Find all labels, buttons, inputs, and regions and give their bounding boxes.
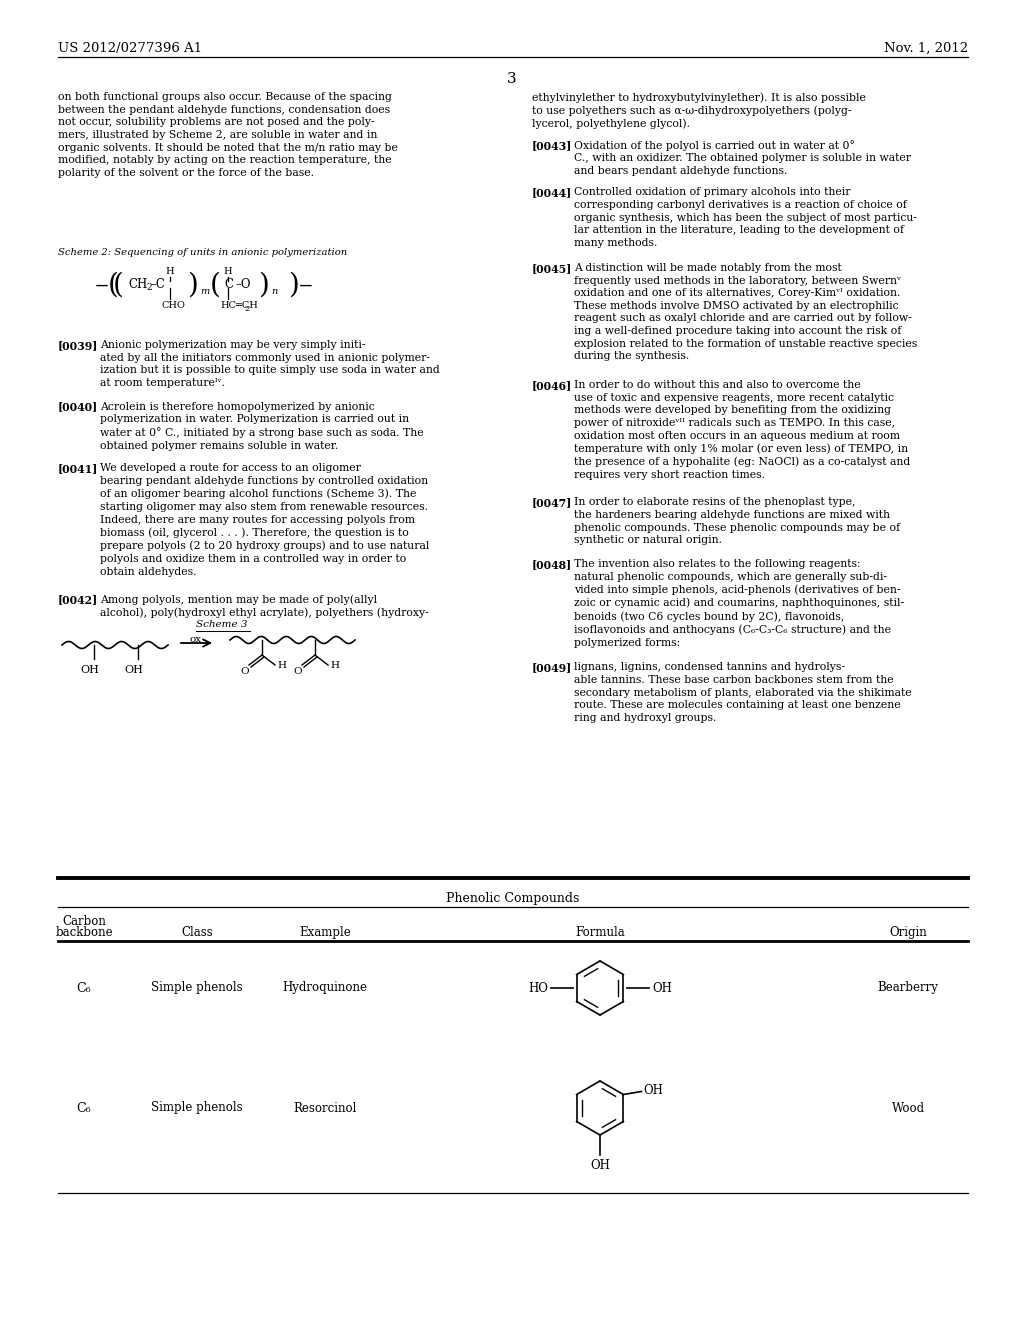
- Text: OH: OH: [643, 1084, 664, 1097]
- Text: (: (: [210, 272, 221, 298]
- Text: H: H: [166, 268, 174, 276]
- Text: [0043]: [0043]: [532, 140, 572, 150]
- Text: Class: Class: [181, 927, 213, 939]
- Text: HC═CH: HC═CH: [220, 301, 258, 310]
- Text: ox: ox: [189, 635, 202, 644]
- Text: Formula: Formula: [575, 927, 625, 939]
- Text: Scheme 2: Sequencing of units in anionic polymerization: Scheme 2: Sequencing of units in anionic…: [58, 248, 347, 257]
- Text: C₆: C₆: [77, 1101, 91, 1114]
- Text: Wood: Wood: [892, 1101, 925, 1114]
- Text: Simple phenols: Simple phenols: [152, 982, 243, 994]
- Text: A distinction will be made notably from the most
frequently used methods in the : A distinction will be made notably from …: [574, 263, 918, 362]
- Text: H: H: [330, 660, 339, 669]
- Text: Example: Example: [299, 927, 351, 939]
- Text: O: O: [294, 667, 302, 676]
- Text: [0049]: [0049]: [532, 663, 572, 673]
- Text: [0040]: [0040]: [58, 401, 98, 413]
- Text: OH: OH: [125, 665, 143, 675]
- Text: Among polyols, mention may be made of poly(allyl
alcohol), poly(hydroxyl ethyl a: Among polyols, mention may be made of po…: [100, 594, 429, 618]
- Text: Phenolic Compounds: Phenolic Compounds: [446, 892, 580, 906]
- Text: Oxidation of the polyol is carried out in water at 0°
C., with an oxidizer. The : Oxidation of the polyol is carried out i…: [574, 140, 911, 176]
- Text: Anionic polymerization may be very simply initi-
ated by all the initiators comm: Anionic polymerization may be very simpl…: [100, 341, 439, 388]
- Text: n: n: [271, 288, 278, 297]
- Text: [0042]: [0042]: [58, 594, 98, 606]
- Text: CHO: CHO: [162, 301, 186, 310]
- Text: [0048]: [0048]: [532, 558, 572, 570]
- Text: [0046]: [0046]: [532, 380, 572, 391]
- Text: HO: HO: [528, 982, 548, 994]
- Text: backbone: backbone: [55, 927, 113, 939]
- Text: [0039]: [0039]: [58, 341, 98, 351]
- Text: ): ): [187, 272, 198, 298]
- Text: –C: –C: [150, 279, 165, 292]
- Text: Carbon: Carbon: [62, 915, 105, 928]
- Text: In order to do without this and also to overcome the
use of toxic and expensive : In order to do without this and also to …: [574, 380, 910, 480]
- Text: Controlled oxidation of primary alcohols into their
corresponding carbonyl deriv: Controlled oxidation of primary alcohols…: [574, 187, 918, 248]
- Text: OH: OH: [81, 665, 99, 675]
- Text: OH: OH: [652, 982, 672, 994]
- Text: [0041]: [0041]: [58, 463, 98, 474]
- Text: Acrolein is therefore homopolymerized by anionic
polymerization in water. Polyme: Acrolein is therefore homopolymerized by…: [100, 401, 424, 450]
- Text: [0044]: [0044]: [532, 187, 572, 198]
- Text: [0047]: [0047]: [532, 498, 572, 508]
- Text: CH: CH: [128, 279, 147, 292]
- Text: US 2012/0277396 A1: US 2012/0277396 A1: [58, 42, 202, 55]
- Text: 2: 2: [146, 284, 152, 293]
- Text: –(: –(: [95, 272, 120, 298]
- Text: C: C: [224, 279, 233, 292]
- Text: We developed a route for access to an oligomer
bearing pendant aldehyde function: We developed a route for access to an ol…: [100, 463, 429, 577]
- Text: H: H: [223, 268, 232, 276]
- Text: 2: 2: [244, 305, 249, 313]
- Text: Resorcinol: Resorcinol: [293, 1101, 356, 1114]
- Text: Nov. 1, 2012: Nov. 1, 2012: [884, 42, 968, 55]
- Text: (: (: [113, 272, 124, 298]
- Text: In order to elaborate resins of the phenoplast type,
the hardeners bearing aldeh: In order to elaborate resins of the phen…: [574, 498, 900, 545]
- Text: OH: OH: [590, 1159, 610, 1172]
- Text: 3: 3: [507, 73, 517, 86]
- Text: O: O: [241, 667, 249, 676]
- Text: H: H: [278, 660, 286, 669]
- Text: m: m: [200, 288, 209, 297]
- Text: C₆: C₆: [77, 982, 91, 994]
- Text: ): ): [258, 272, 269, 298]
- Text: Simple phenols: Simple phenols: [152, 1101, 243, 1114]
- Text: on both functional groups also occur. Because of the spacing
between the pendant: on both functional groups also occur. Be…: [58, 92, 398, 178]
- Text: Scheme 3: Scheme 3: [197, 620, 248, 630]
- Text: )–: )–: [288, 272, 313, 298]
- Text: The invention also relates to the following reagents:
natural phenolic compounds: The invention also relates to the follow…: [574, 558, 904, 648]
- Text: ethylvinylether to hydroxybutylvinylether). It is also possible
to use polyether: ethylvinylether to hydroxybutylvinylethe…: [532, 92, 866, 129]
- Text: –O: –O: [234, 279, 251, 292]
- Text: Hydroquinone: Hydroquinone: [283, 982, 368, 994]
- Text: Origin: Origin: [889, 927, 927, 939]
- Text: lignans, lignins, condensed tannins and hydrolys-
able tannins. These base carbo: lignans, lignins, condensed tannins and …: [574, 663, 911, 723]
- Text: [0045]: [0045]: [532, 263, 572, 275]
- Text: Bearberry: Bearberry: [878, 982, 938, 994]
